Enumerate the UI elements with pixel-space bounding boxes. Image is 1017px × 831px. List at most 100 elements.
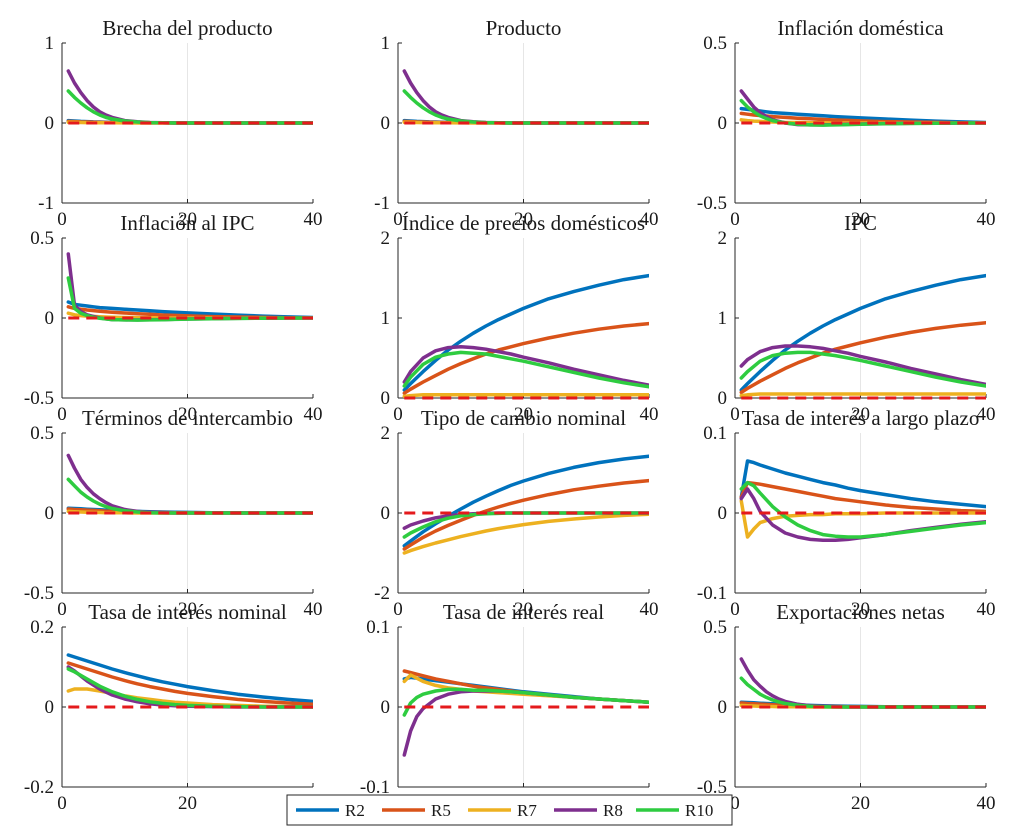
legend-label: R10 xyxy=(685,801,713,820)
subplot-title: Tasa de interés nominal xyxy=(88,600,287,624)
legend-item-r2: R2 xyxy=(296,801,365,820)
y-tick-label: 0.1 xyxy=(366,617,390,638)
subplot-title: Inflación doméstica xyxy=(777,16,944,40)
y-tick-label: -0.5 xyxy=(24,583,54,604)
y-tick-label: -0.1 xyxy=(360,777,390,798)
x-tick-label: 40 xyxy=(304,599,323,620)
y-tick-label: -2 xyxy=(374,583,390,604)
y-tick-label: 0.5 xyxy=(703,617,727,638)
series-line-r10 xyxy=(66,89,313,125)
x-tick-label: 20 xyxy=(514,599,533,620)
x-tick-label: 40 xyxy=(977,404,996,425)
subplot-title: Tipo de cambio nominal xyxy=(421,406,626,430)
series-line-r5 xyxy=(402,478,649,551)
y-tick-label: 0 xyxy=(45,113,55,134)
y-tick-label: 0.5 xyxy=(703,33,727,54)
subplot-title: Producto xyxy=(486,16,562,40)
series-line-r10 xyxy=(402,89,649,125)
series-line-r8 xyxy=(66,453,313,515)
legend-item-r5: R5 xyxy=(382,801,451,820)
y-tick-label: 0 xyxy=(381,697,391,718)
series-line-r8 xyxy=(739,344,986,387)
subplot-title: Tasa de interés real xyxy=(443,600,604,624)
subplot-title: Índice de precios domésticos xyxy=(402,211,645,235)
x-tick-label: 0 xyxy=(57,404,67,425)
y-tick-label: 2 xyxy=(381,423,391,444)
x-tick-label: 0 xyxy=(393,209,403,230)
y-tick-label: -1 xyxy=(374,193,390,214)
subplot-title: IPC xyxy=(844,211,877,235)
series-lines xyxy=(739,657,986,709)
y-tick-label: 0.5 xyxy=(30,423,54,444)
legend-items: R2 R5 R7 R8 R10 xyxy=(296,801,713,820)
x-tick-label: 20 xyxy=(514,209,533,230)
series-lines xyxy=(739,459,986,542)
series-lines xyxy=(739,89,986,127)
series-line-r10 xyxy=(739,676,986,709)
y-tick-label: -0.2 xyxy=(24,777,54,798)
y-tick-label: 0 xyxy=(718,113,728,134)
series-lines xyxy=(739,273,986,398)
x-tick-label: 20 xyxy=(851,209,870,230)
series-lines xyxy=(402,69,649,125)
x-tick-label: 40 xyxy=(977,209,996,230)
series-lines xyxy=(66,252,313,322)
x-tick-label: 20 xyxy=(178,404,197,425)
subplot-6: 0 20 40 0 1 2 IPC xyxy=(718,211,996,425)
x-tick-label: 0 xyxy=(57,209,67,230)
subplot-title: Términos de intercambio xyxy=(82,406,293,430)
x-tick-label: 40 xyxy=(640,209,659,230)
series-line-r5 xyxy=(739,480,986,514)
series-lines xyxy=(402,273,649,398)
series-line-r10 xyxy=(739,350,986,388)
x-tick-label: 0 xyxy=(730,404,740,425)
subplot-title: Exportaciones netas xyxy=(776,600,945,624)
y-tick-label: 0 xyxy=(45,308,55,329)
y-tick-label: 0 xyxy=(381,503,391,524)
series-lines xyxy=(66,69,313,125)
legend-label: R5 xyxy=(431,801,451,820)
y-tick-label: 0.1 xyxy=(703,423,727,444)
series-line-r7 xyxy=(739,499,986,539)
series-line-r2 xyxy=(66,653,313,704)
subplot-title: Brecha del producto xyxy=(102,16,272,40)
y-tick-label: 0.5 xyxy=(30,228,54,249)
legend-label: R8 xyxy=(603,801,623,820)
series-line-r10 xyxy=(66,477,313,515)
x-tick-label: 40 xyxy=(304,404,323,425)
y-tick-label: -0.5 xyxy=(24,388,54,409)
y-tick-label: 0 xyxy=(718,388,728,409)
series-line-r10 xyxy=(402,687,649,717)
x-tick-label: 0 xyxy=(57,599,67,620)
series-lines xyxy=(66,653,313,709)
series-line-r10 xyxy=(739,480,986,539)
y-tick-label: 0 xyxy=(381,388,391,409)
x-tick-label: 0 xyxy=(730,793,740,814)
legend-item-r10: R10 xyxy=(636,801,713,820)
series-line-r7 xyxy=(739,392,986,398)
x-tick-label: 0 xyxy=(393,404,403,425)
y-tick-label: 1 xyxy=(381,308,391,329)
legend: R2 R5 R7 R8 R10 xyxy=(286,794,733,826)
x-tick-label: 20 xyxy=(178,793,197,814)
series-line-r2 xyxy=(402,273,649,392)
x-tick-label: 40 xyxy=(640,404,659,425)
series-line-r2 xyxy=(402,454,649,548)
subplot-title: Inflación al IPC xyxy=(120,211,254,235)
x-tick-label: 0 xyxy=(730,209,740,230)
y-tick-label: 1 xyxy=(718,308,728,329)
series-line-r2 xyxy=(739,459,986,509)
y-tick-label: -0.1 xyxy=(697,583,727,604)
x-tick-label: 40 xyxy=(304,209,323,230)
y-tick-label: 1 xyxy=(381,33,391,54)
series-line-r2 xyxy=(66,300,313,320)
x-tick-label: 20 xyxy=(178,599,197,620)
